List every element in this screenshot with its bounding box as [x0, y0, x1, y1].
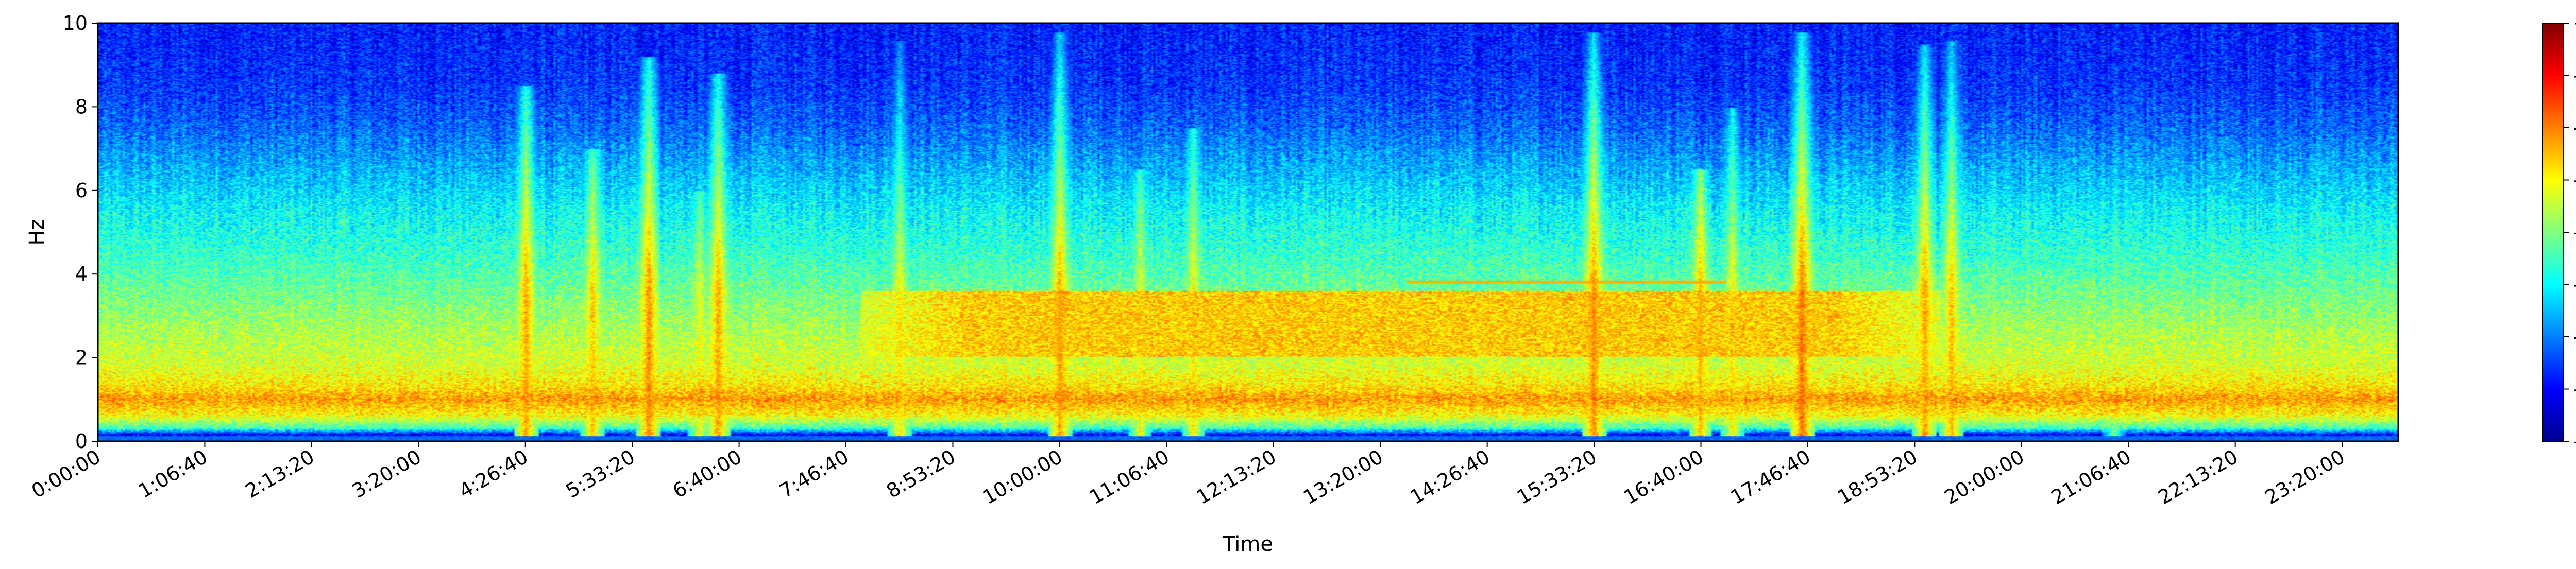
x-tick-label: 14:26:40: [1406, 445, 1494, 509]
x-tick-label: 8:53:20: [883, 445, 959, 503]
x-tick-label: 3:20:00: [348, 445, 425, 503]
x-tick-label: 2:13:20: [241, 445, 318, 503]
x-tick-label: 1:06:40: [134, 445, 211, 503]
colorbar-tick-label: -20 dB: [2573, 116, 2576, 139]
spectrogram-image: [98, 23, 2398, 441]
y-axis: 0 2 4 6 8 10: [63, 12, 98, 453]
x-tick-label: 4:26:40: [455, 445, 532, 503]
colorbar-tick-label: -30 dB: [2573, 169, 2576, 192]
x-tick-label: 5:33:20: [562, 445, 639, 503]
y-axis-label: Hz: [25, 219, 49, 245]
colorbar-gradient: [2542, 23, 2564, 442]
x-tick-label: 22:13:20: [2154, 445, 2242, 509]
y-tick-label: 2: [75, 347, 88, 369]
x-tick-label: 0:00:00: [28, 445, 105, 503]
colorbar-tick-label: -10 dB: [2573, 64, 2576, 87]
y-tick-label: 10: [63, 12, 88, 35]
x-tick-label: 16:40:00: [1620, 445, 1707, 509]
x-tick-label: 17:46:40: [1727, 445, 1815, 509]
colorbar-tick-label: +0 dB: [2573, 12, 2576, 35]
y-tick-label: 4: [75, 263, 88, 285]
colorbar-tick-label: -70 dB: [2573, 378, 2576, 401]
colorbar-ticks: +0 dB -10 dB -20 dB -30 dB -40 dB -50 dB -60 d…: [2563, 12, 2576, 453]
x-axis-label: Time: [1222, 532, 1273, 556]
x-tick-label: 15:33:20: [1513, 445, 1601, 509]
y-tick-label: 0: [75, 430, 88, 453]
x-tick-label: 12:13:20: [1192, 445, 1280, 509]
x-tick-label: 13:20:00: [1299, 445, 1387, 509]
colorbar-tick-label: -40 dB: [2573, 221, 2576, 244]
x-tick-label: 18:53:20: [1834, 445, 1921, 509]
colorbar: +0 dB -10 dB -20 dB -30 dB -40 dB -50 dB -60 d…: [2542, 12, 2576, 453]
x-tick-label: 21:06:40: [2047, 445, 2135, 509]
x-axis: 0:00:00 1:06:40 2:13:20 3:20:00 4:26:40 5:33:…: [28, 441, 2349, 509]
x-tick-label: 6:40:00: [669, 445, 745, 503]
x-tick-label: 7:46:40: [776, 445, 853, 503]
x-tick-label: 23:20:00: [2261, 445, 2349, 509]
colorbar-tick-label: -60 dB: [2573, 325, 2576, 348]
x-tick-label: 10:00:00: [979, 445, 1066, 509]
plot-area: [97, 22, 2399, 442]
y-tick-label: 6: [75, 179, 88, 202]
x-tick-label: 20:00:00: [1940, 445, 2028, 509]
plot-frame: [97, 22, 2399, 442]
colorbar-tick-label: -80 dB: [2573, 430, 2576, 453]
x-tick-label: 11:06:40: [1086, 445, 1173, 509]
colorbar-tick-label: -50 dB: [2573, 273, 2576, 296]
y-tick-label: 8: [75, 95, 88, 118]
